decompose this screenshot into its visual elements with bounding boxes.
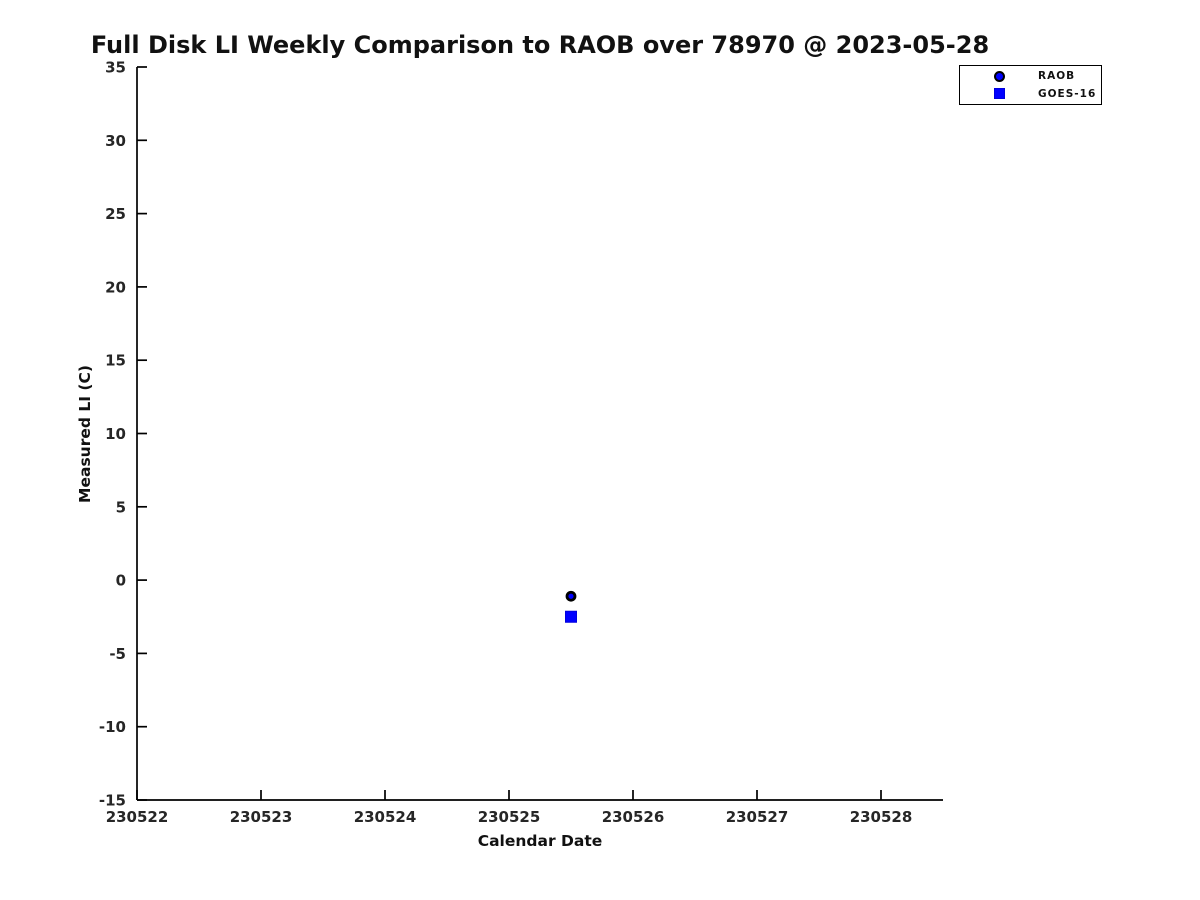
y-tick-label: 35 xyxy=(105,59,126,77)
chart-title: Full Disk LI Weekly Comparison to RAOB o… xyxy=(90,31,990,59)
raob-point xyxy=(565,590,577,602)
x-tick-label: 230526 xyxy=(602,808,665,826)
y-tick-label: 20 xyxy=(105,278,126,296)
y-tick-label: -10 xyxy=(99,718,126,736)
legend-item-goes16: GOES-16 xyxy=(960,86,1101,101)
x-tick-label: 230524 xyxy=(354,808,417,826)
legend-label-raob: RAOB xyxy=(1038,70,1076,83)
x-tick-label: 230528 xyxy=(850,808,913,826)
legend-label-goes16: GOES-16 xyxy=(1038,87,1097,100)
y-tick-label: 10 xyxy=(105,425,126,443)
x-tick-label: 230522 xyxy=(106,808,169,826)
y-tick-label: -15 xyxy=(99,792,126,810)
y-tick-label: 25 xyxy=(105,205,126,223)
legend: RAOB GOES-16 xyxy=(959,65,1102,105)
y-tick-label: -5 xyxy=(109,645,126,663)
legend-item-raob: RAOB xyxy=(960,69,1101,84)
y-tick-label: 15 xyxy=(105,352,126,370)
y-tick-label: 0 xyxy=(116,572,126,590)
legend-marker-wrap xyxy=(960,88,1038,100)
x-tick-label: 230525 xyxy=(478,808,541,826)
y-tick-label: 30 xyxy=(105,132,126,150)
x-tick-label: 230523 xyxy=(230,808,293,826)
x-axis-label: Calendar Date xyxy=(477,832,603,850)
legend-marker-wrap xyxy=(960,70,1038,82)
goes-16-point xyxy=(565,610,577,623)
x-tick-label: 230527 xyxy=(726,808,789,826)
raob-circle-marker-icon xyxy=(993,70,1005,82)
goes16-square-marker-icon xyxy=(993,88,1005,100)
y-tick-label: 5 xyxy=(116,498,126,516)
